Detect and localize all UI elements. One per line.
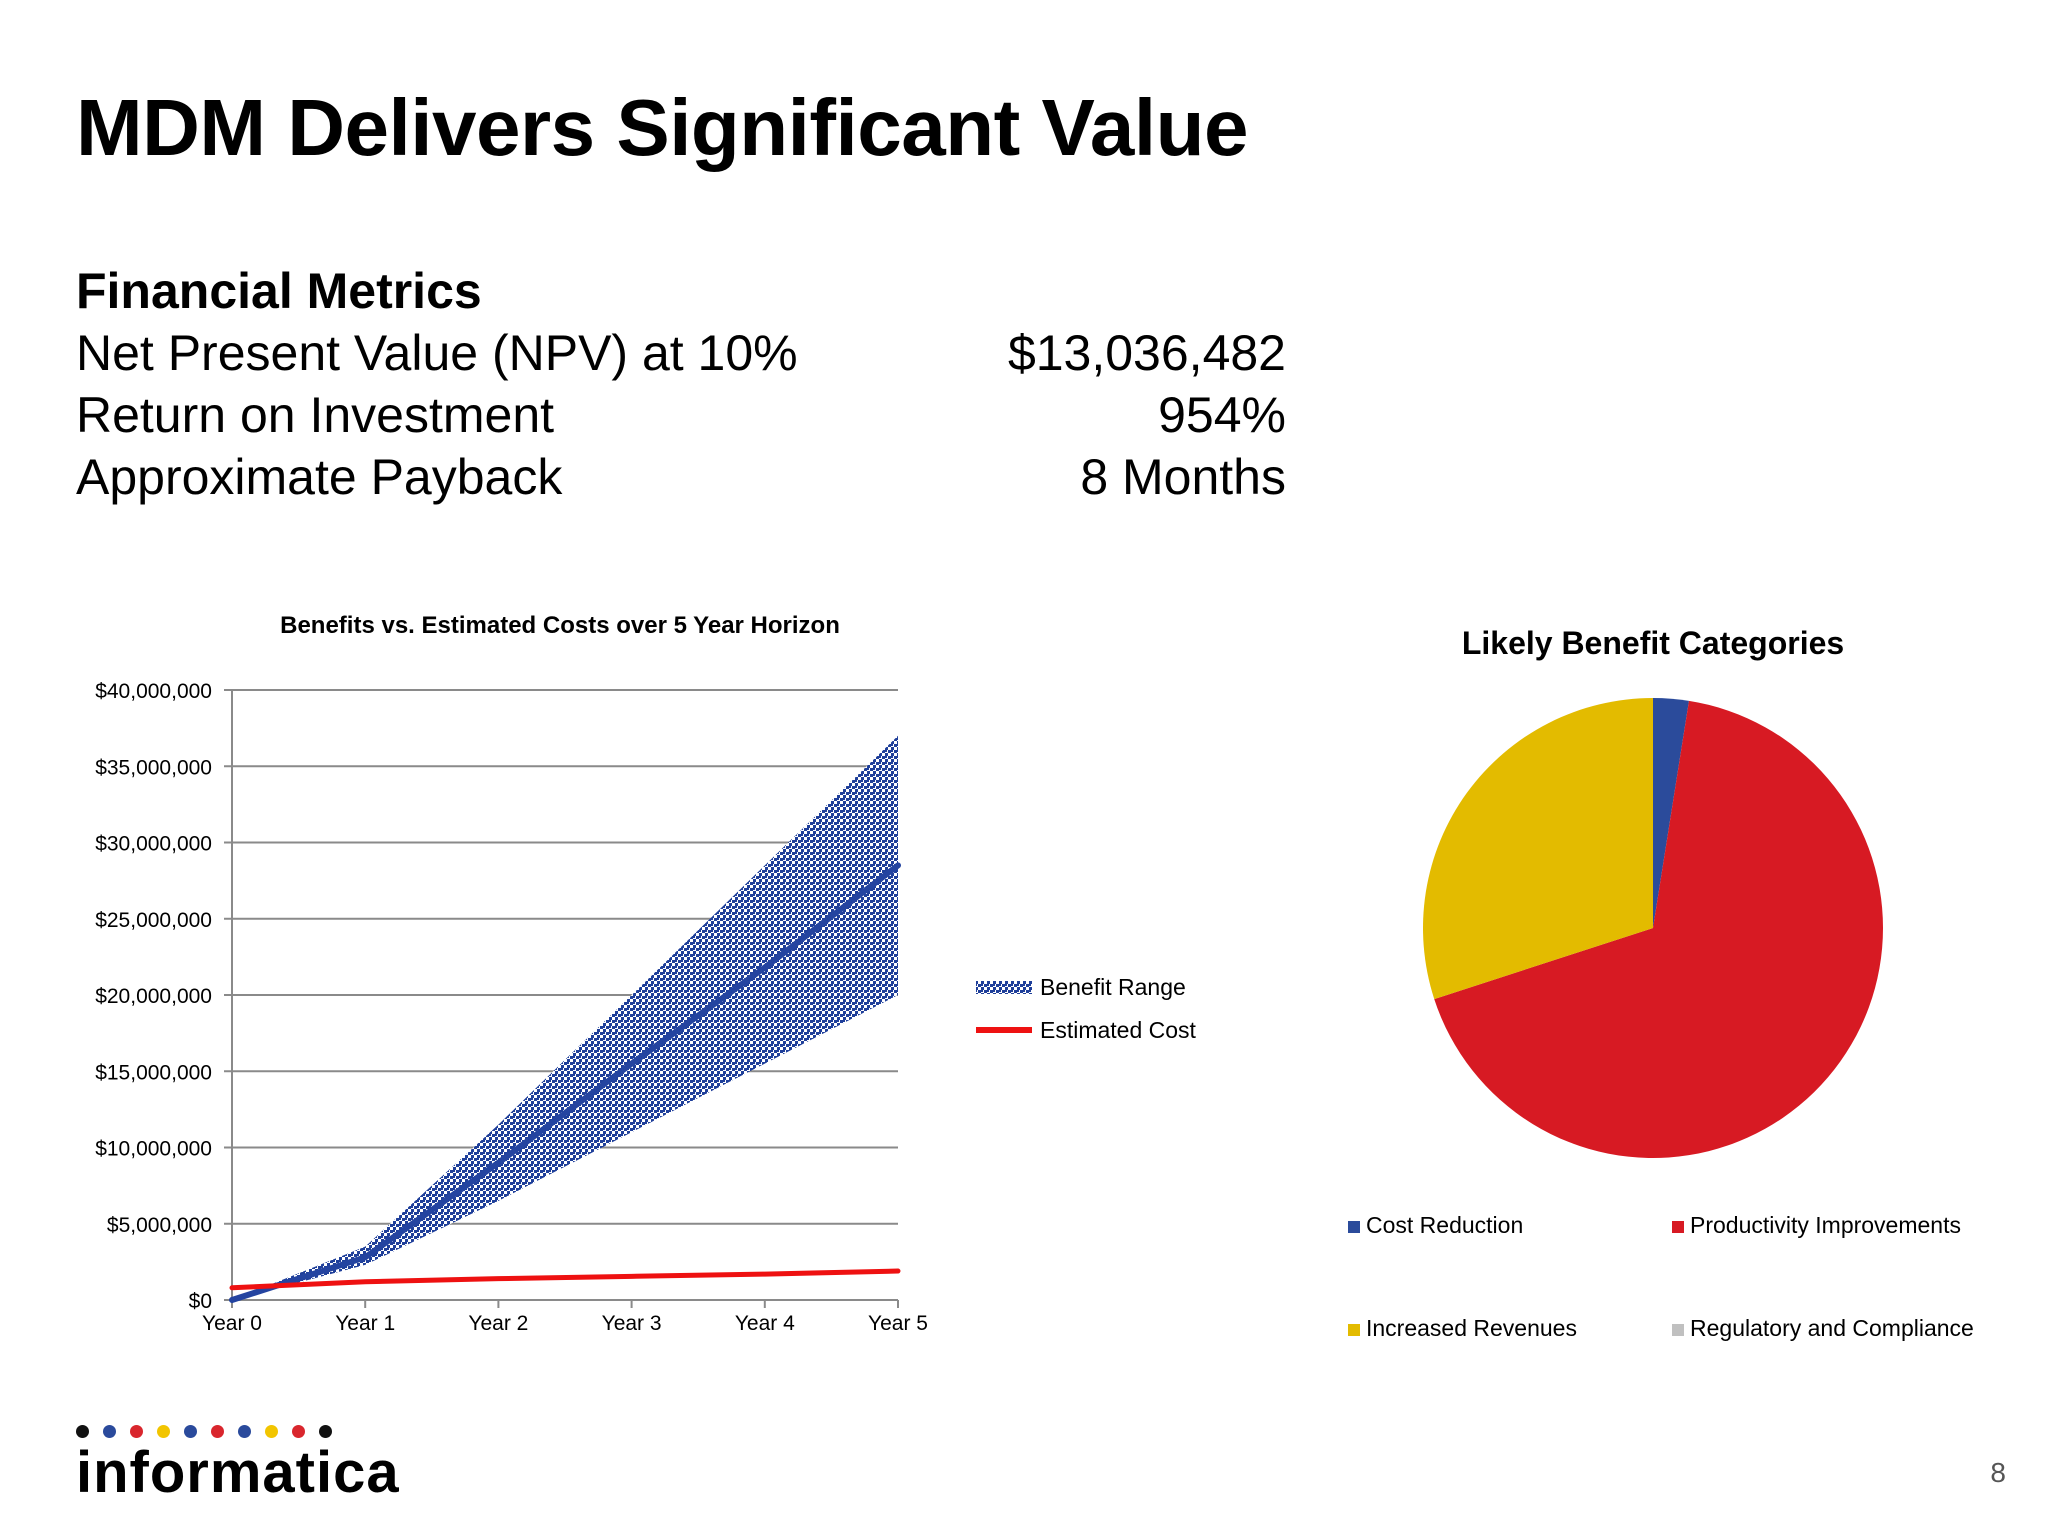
y-tick-label: $15,000,000 (95, 1061, 212, 1084)
metric-label: Net Present Value (NPV) at 10% (76, 325, 798, 381)
benefit-range-area (232, 735, 898, 1300)
pie-legend-swatch (1348, 1221, 1360, 1233)
benefits-vs-costs-chart: Benefits vs. Estimated Costs over 5 Year… (95, 612, 1197, 1335)
x-tick-label: Year 2 (468, 1312, 528, 1335)
pie-legend-swatch (1348, 1324, 1360, 1336)
y-tick-label: $0 (189, 1290, 212, 1313)
series-lines (229, 862, 901, 1303)
metric-value: 8 Months (1080, 449, 1286, 505)
x-tick-label: Year 1 (335, 1312, 395, 1335)
metrics-heading: Financial Metrics (76, 263, 482, 319)
legend-label-benefit-range: Benefit Range (1040, 974, 1186, 1000)
metric-row-payback: Approximate Payback 8 Months (76, 446, 1286, 508)
pie-legend-swatch (1672, 1324, 1684, 1336)
logo-dot (319, 1425, 332, 1438)
y-tick-label: $35,000,000 (95, 756, 212, 779)
y-tick-label: $30,000,000 (95, 833, 212, 856)
logo-dot (265, 1425, 278, 1438)
x-tick-label: Year 0 (202, 1312, 262, 1335)
pie-legend-label: Regulatory and Compliance (1690, 1315, 1974, 1341)
metric-row-roi: Return on Investment 954% (76, 384, 1286, 446)
benefit-midline (229, 862, 901, 1303)
y-tick-label: $25,000,000 (95, 909, 212, 932)
page-number: 8 (1990, 1457, 2006, 1488)
pie-legend-label: Productivity Improvements (1690, 1212, 1961, 1238)
y-tick-label: $40,000,000 (95, 680, 212, 703)
x-tick-label: Year 4 (735, 1312, 795, 1335)
pie-legend-label: Cost Reduction (1366, 1212, 1523, 1238)
y-tick-label: $10,000,000 (95, 1138, 212, 1161)
line-chart-title: Benefits vs. Estimated Costs over 5 Year… (280, 612, 840, 639)
pie-chart-title: Likely Benefit Categories (1462, 625, 1844, 661)
pie-slices (1422, 697, 1883, 1159)
x-axis-labels: Year 0 Year 1 Year 2 Year 3 Year 4 Year 5 (202, 1312, 928, 1335)
pie-slice (1422, 698, 1653, 1000)
x-tick-label: Year 3 (602, 1312, 662, 1335)
pie-slice (1434, 700, 1883, 1159)
y-tick-label: $20,000,000 (95, 985, 212, 1008)
logo-dot (76, 1425, 89, 1438)
pie-legend-swatch (1672, 1221, 1684, 1233)
informatica-logo: informatica (76, 1425, 400, 1505)
logo-dot (292, 1425, 305, 1438)
metric-value: $13,036,482 (1007, 325, 1286, 381)
pie-chart-legend: Cost Reduction Productivity Improvements I… (1348, 1212, 1974, 1341)
logo-dot (130, 1425, 143, 1438)
logo-dot (184, 1425, 197, 1438)
logo-dot (211, 1425, 224, 1438)
logo-dots (76, 1425, 400, 1439)
pie-slice (1653, 697, 1689, 928)
logo-dot (103, 1425, 116, 1438)
pie-legend-label: Increased Revenues (1366, 1315, 1577, 1341)
legend-swatch-benefit-range (976, 981, 1032, 994)
y-axis-labels: $0 $5,000,000 $10,000,000 $15,000,000 $20,00… (95, 680, 212, 1313)
line-chart-legend: Benefit Range Estimated Cost (976, 974, 1197, 1043)
logo-wordmark: informatica (76, 1440, 400, 1505)
metric-value: 954% (1158, 387, 1286, 443)
metric-row-npv: Net Present Value (NPV) at 10% $13,036,4… (76, 322, 1286, 384)
logo-dot (238, 1425, 251, 1438)
legend-label-estimated-cost: Estimated Cost (1040, 1017, 1197, 1043)
slide-title: MDM Delivers Significant Value (76, 83, 1249, 172)
x-tick-label: Year 5 (868, 1312, 928, 1335)
y-tick-label: $5,000,000 (107, 1214, 212, 1237)
financial-metrics: Financial Metrics Net Present Value (NPV… (76, 260, 1286, 508)
benefit-range-layer (232, 735, 898, 1300)
estimated-cost-line (229, 1268, 901, 1291)
metric-label: Approximate Payback (76, 449, 563, 505)
logo-dot (157, 1425, 170, 1438)
metric-label: Return on Investment (76, 387, 555, 443)
